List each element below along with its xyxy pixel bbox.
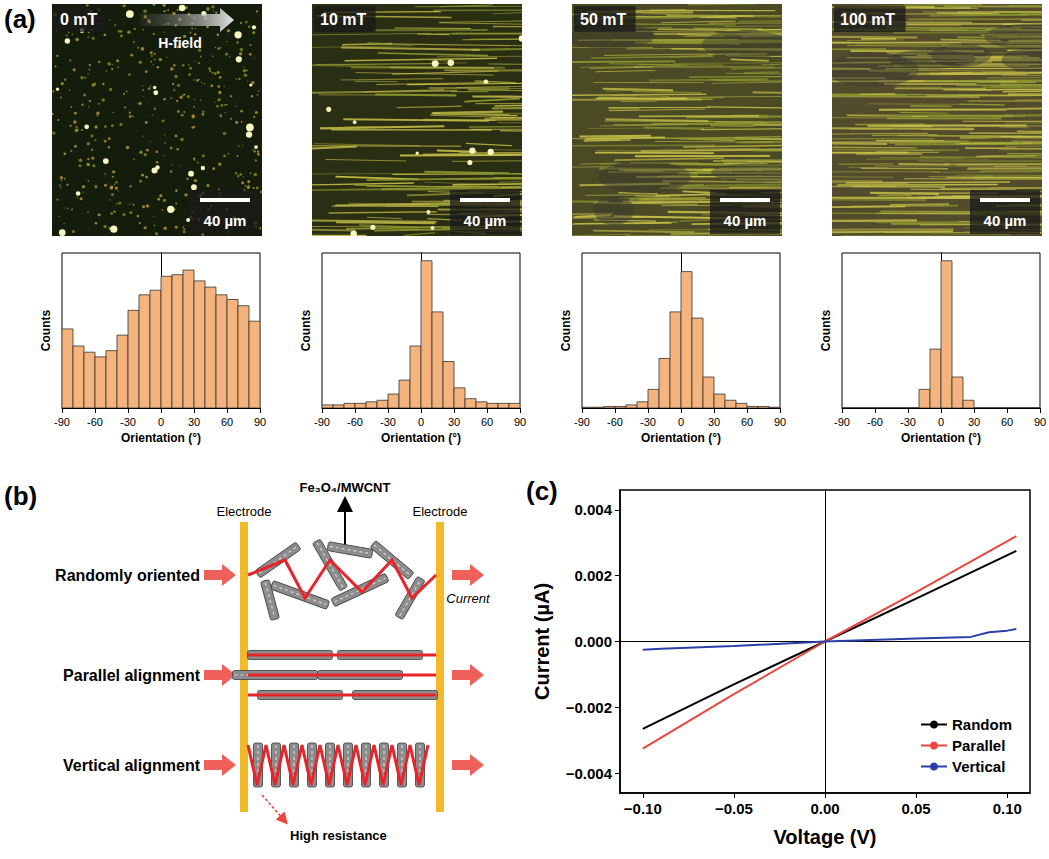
svg-text:−0.10: −0.10 (624, 800, 662, 817)
svg-text:High resistance: High resistance (290, 828, 387, 843)
svg-text:Current: Current (446, 591, 491, 606)
svg-text:H-field: H-field (158, 35, 202, 51)
svg-text:0: 0 (678, 416, 684, 428)
svg-text:-30: -30 (900, 416, 916, 428)
svg-text:30: 30 (188, 416, 200, 428)
svg-text:0: 0 (158, 416, 164, 428)
svg-text:40 µm: 40 µm (724, 212, 767, 229)
svg-text:50 mT: 50 mT (580, 11, 626, 28)
svg-text:(a): (a) (4, 4, 36, 34)
svg-text:-60: -60 (867, 416, 883, 428)
svg-text:-30: -30 (640, 416, 656, 428)
svg-text:Parallel alignment: Parallel alignment (63, 667, 201, 684)
svg-text:-60: -60 (347, 416, 363, 428)
svg-text:40 µm: 40 µm (984, 212, 1027, 229)
svg-text:60: 60 (481, 416, 493, 428)
svg-text:100 mT: 100 mT (840, 11, 895, 28)
svg-text:10 mT: 10 mT (320, 11, 366, 28)
svg-text:Counts: Counts (559, 310, 573, 352)
svg-text:−0.002: −0.002 (566, 699, 612, 716)
svg-text:0: 0 (418, 416, 424, 428)
svg-text:-30: -30 (120, 416, 136, 428)
svg-text:0: 0 (938, 416, 944, 428)
svg-text:Randomly oriented: Randomly oriented (55, 567, 200, 584)
svg-text:Orientation (°): Orientation (°) (121, 431, 201, 445)
svg-text:Orientation (°): Orientation (°) (901, 431, 981, 445)
svg-text:60: 60 (741, 416, 753, 428)
svg-text:Counts: Counts (39, 310, 53, 352)
svg-text:Parallel: Parallel (952, 737, 1005, 754)
svg-text:30: 30 (448, 416, 460, 428)
svg-text:Vertical alignment: Vertical alignment (63, 757, 201, 774)
svg-text:(b): (b) (4, 481, 37, 511)
svg-text:0 mT: 0 mT (60, 11, 98, 28)
svg-text:Vertical: Vertical (952, 758, 1005, 775)
svg-text:Random: Random (952, 716, 1012, 733)
svg-text:(c): (c) (526, 476, 558, 506)
svg-text:0.004: 0.004 (574, 501, 612, 518)
svg-text:Electrode: Electrode (217, 504, 272, 519)
svg-text:30: 30 (968, 416, 980, 428)
svg-text:90: 90 (1034, 416, 1046, 428)
svg-text:Electrode: Electrode (413, 504, 468, 519)
svg-text:0.000: 0.000 (574, 633, 612, 650)
svg-text:Counts: Counts (299, 310, 313, 352)
svg-text:-60: -60 (607, 416, 623, 428)
svg-text:Orientation (°): Orientation (°) (641, 431, 721, 445)
svg-text:90: 90 (774, 416, 786, 428)
svg-text:0.05: 0.05 (902, 800, 931, 817)
svg-text:90: 90 (254, 416, 266, 428)
svg-text:40 µm: 40 µm (464, 212, 507, 229)
svg-text:-90: -90 (54, 416, 70, 428)
svg-text:40 µm: 40 µm (204, 212, 247, 229)
svg-text:60: 60 (1001, 416, 1013, 428)
svg-text:Voltage (V): Voltage (V) (774, 826, 877, 848)
svg-text:−0.004: −0.004 (566, 765, 613, 782)
svg-text:-30: -30 (380, 416, 396, 428)
svg-text:Counts: Counts (819, 310, 833, 352)
svg-text:−0.05: −0.05 (715, 800, 753, 817)
svg-text:-60: -60 (87, 416, 103, 428)
svg-text:90: 90 (514, 416, 526, 428)
svg-text:-90: -90 (574, 416, 590, 428)
svg-text:30: 30 (708, 416, 720, 428)
svg-text:60: 60 (221, 416, 233, 428)
svg-text:0.002: 0.002 (574, 567, 612, 584)
svg-text:Fe₃O₄/MWCNT: Fe₃O₄/MWCNT (300, 480, 391, 495)
svg-text:0.00: 0.00 (810, 800, 839, 817)
svg-text:Current (µA): Current (µA) (531, 583, 553, 700)
svg-text:-90: -90 (834, 416, 850, 428)
svg-text:-90: -90 (314, 416, 330, 428)
svg-text:0.10: 0.10 (993, 800, 1022, 817)
svg-text:Orientation (°): Orientation (°) (381, 431, 461, 445)
